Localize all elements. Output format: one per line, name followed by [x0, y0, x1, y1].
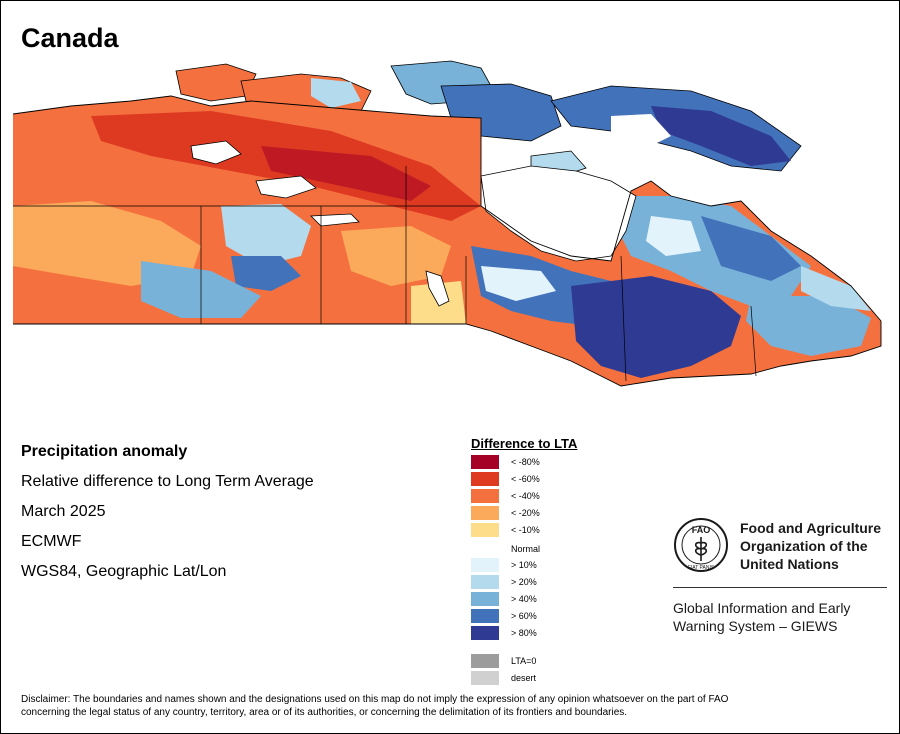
disclaimer-line: Disclaimer: The boundaries and names sho… [21, 694, 729, 705]
legend-item: < -40% [471, 489, 631, 503]
giews-label: Global Information and Early Warning Sys… [673, 599, 850, 635]
lake-winnipeg [425, 270, 450, 307]
legend-item: < -60% [471, 472, 631, 486]
legend-label: desert [511, 673, 537, 683]
legend-label: < -60% [511, 474, 540, 484]
legend-swatch [471, 523, 499, 537]
province-boundaries [13, 166, 757, 382]
fao-logo-letters: FAO [692, 525, 711, 535]
legend-item: > 40% [471, 592, 631, 606]
legend-label: > 10% [511, 560, 537, 570]
great-bear-lake [190, 140, 242, 165]
water-bodies [190, 140, 637, 307]
giews-line: Warning System – GIEWS [673, 618, 838, 634]
legend: < -80% < -60% < -40% < -20% < -10% Norma… [471, 455, 631, 690]
legend-item: > 60% [471, 609, 631, 623]
arctic-islands [175, 60, 802, 179]
info-heading: Precipitation anomaly [21, 443, 188, 460]
giews-line: Global Information and Early [673, 600, 851, 616]
disclaimer: Disclaimer: The boundaries and names sho… [21, 693, 881, 719]
fao-name-line: Organization of the [740, 538, 868, 554]
fao-logo-motto: FIAT PANIS [688, 565, 715, 571]
hudson-bay [480, 165, 637, 262]
info-subheading: Relative difference to Long Term Average [21, 473, 314, 490]
info-projection: WGS84, Geographic Lat/Lon [21, 563, 227, 580]
legend-item: > 10% [471, 558, 631, 572]
legend-swatch [471, 455, 499, 469]
fao-divider [673, 587, 887, 588]
mainland-outline [12, 95, 882, 387]
legend-swatch [471, 609, 499, 623]
legend-item: < -80% [471, 455, 631, 469]
legend-swatch [471, 506, 499, 520]
legend-swatch [471, 592, 499, 606]
legend-label: > 80% [511, 628, 537, 638]
island-baffin-white [611, 114, 671, 151]
legend-label: > 40% [511, 594, 537, 604]
precipitation-anomaly-map [12, 60, 882, 387]
fao-name-line: United Nations [740, 556, 839, 572]
fao-organization-name: Food and Agriculture Organization of the… [740, 519, 881, 573]
legend-item: < -20% [471, 506, 631, 520]
legend-label: > 60% [511, 611, 537, 621]
legend-swatch [471, 654, 499, 668]
info-date: March 2025 [21, 503, 106, 520]
legend-item: desert [471, 671, 631, 685]
legend-item: < -10% [471, 523, 631, 537]
island-baffin-dark [651, 106, 791, 166]
island-victoria-blue [311, 78, 361, 108]
legend-label: < -80% [511, 457, 540, 467]
legend-swatch [471, 626, 499, 640]
fao-logo-icon: FAO FIAT PANIS [674, 518, 728, 572]
legend-item: LTA=0 [471, 654, 631, 668]
legend-label: LTA=0 [511, 656, 537, 666]
legend-label: > 20% [511, 577, 537, 587]
legend-item: > 20% [471, 575, 631, 589]
legend-label: Normal [511, 544, 541, 554]
legend-swatch [471, 575, 499, 589]
legend-swatch [471, 542, 499, 556]
legend-swatch [471, 671, 499, 685]
lake-athabasca [310, 213, 360, 227]
info-source: ECMWF [21, 533, 82, 550]
fao-name-line: Food and Agriculture [740, 520, 882, 536]
legend-item: Normal [471, 542, 631, 556]
legend-label: < -40% [511, 491, 540, 501]
legend-label: < -20% [511, 508, 540, 518]
legend-item: > 80% [471, 626, 631, 640]
legend-label: < -10% [511, 525, 540, 535]
legend-swatch [471, 558, 499, 572]
great-slave-lake [255, 175, 317, 199]
legend-swatch [471, 472, 499, 486]
disclaimer-line: concerning the legal status of any count… [21, 707, 628, 718]
map-title: Canada [21, 23, 119, 53]
legend-swatch [471, 489, 499, 503]
legend-title: Difference to LTA [471, 436, 578, 451]
